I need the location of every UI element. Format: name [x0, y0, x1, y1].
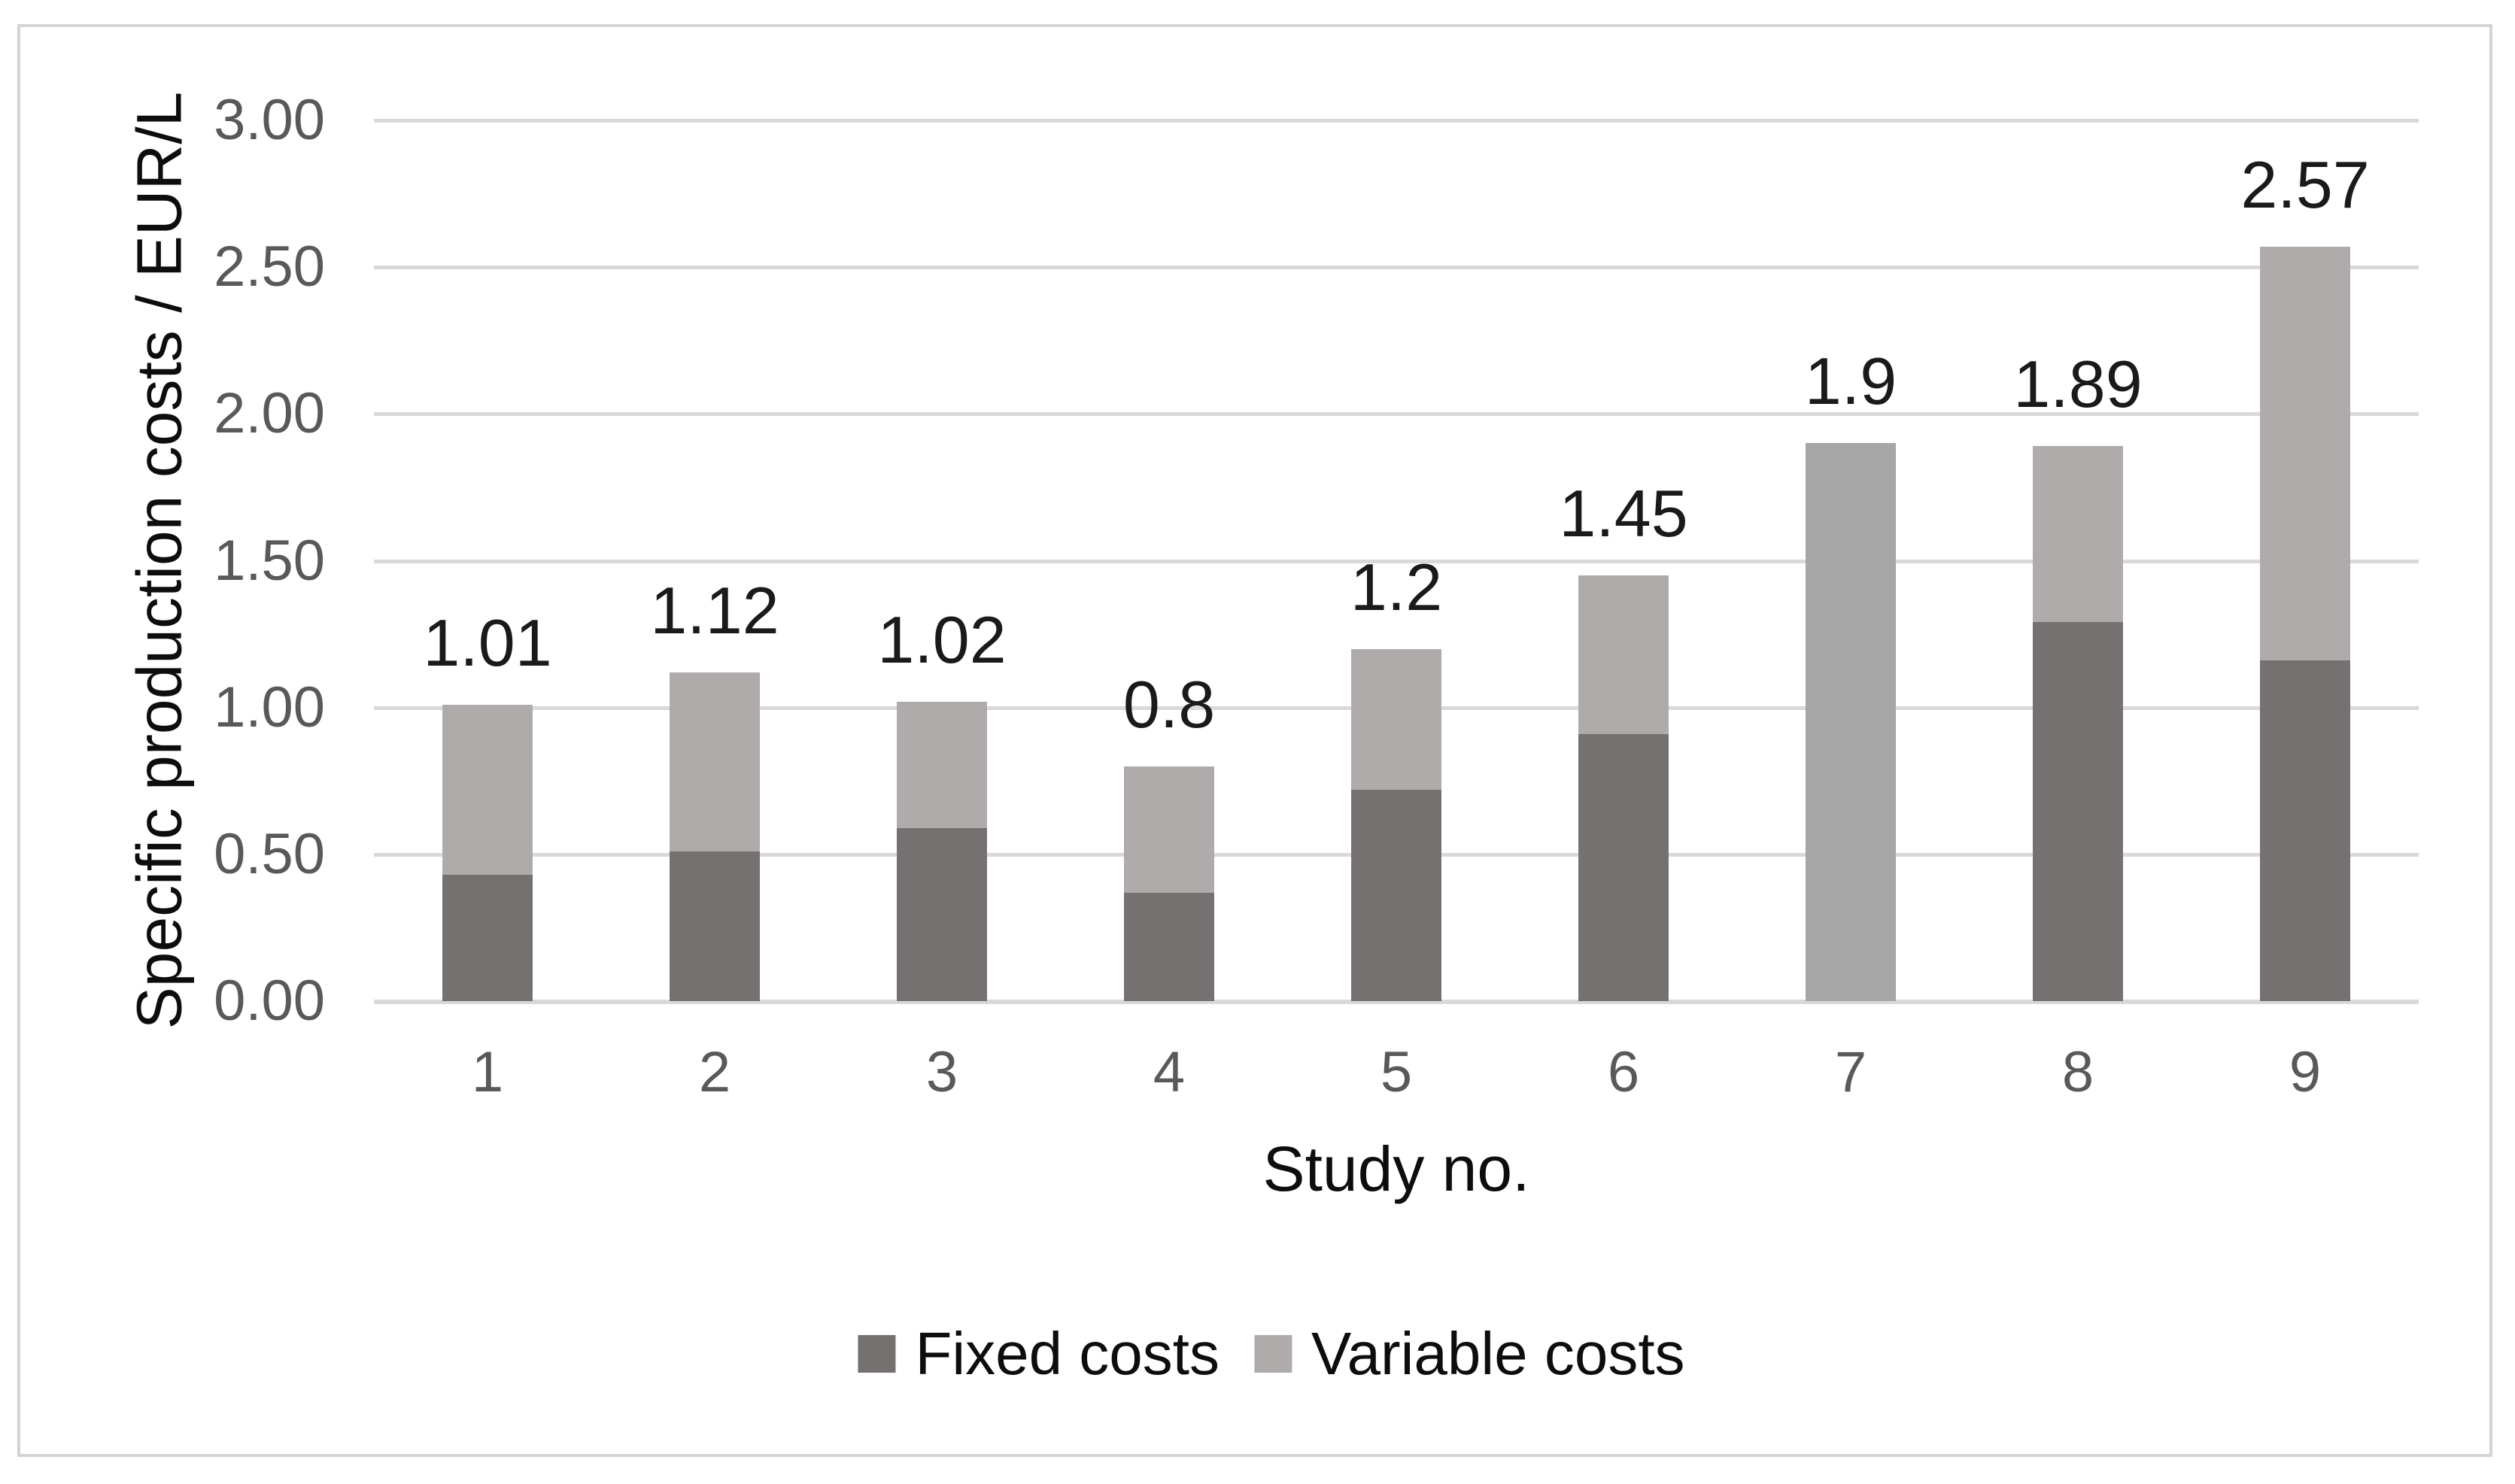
- plot-area: [374, 119, 2419, 1004]
- total-label-study-1: 1.01: [423, 605, 552, 680]
- y-tick-label-3.00: 3.00: [214, 88, 325, 152]
- bar-study-6: [1578, 575, 1669, 1001]
- bar-study-7: [1806, 443, 1896, 1001]
- x-tick-label-6: 6: [1607, 1040, 1640, 1104]
- bar-study-1: [442, 705, 533, 1001]
- x-tick-label-2: 2: [698, 1040, 731, 1104]
- bar-3-variable-costs-segment: [897, 702, 987, 828]
- y-tick-label-1.00: 1.00: [214, 675, 325, 739]
- bar-8-fixed-costs-segment: [2033, 622, 2123, 1001]
- x-tick-label-3: 3: [925, 1040, 958, 1104]
- bar-study-2: [670, 672, 760, 1001]
- fixed-costs-swatch-icon: [858, 1335, 896, 1373]
- bar-9-variable-costs-segment: [2260, 247, 2350, 660]
- bar-1-variable-costs-segment: [442, 705, 533, 875]
- y-tick-label-0.00: 0.00: [214, 969, 325, 1033]
- bar-2-fixed-costs-segment: [670, 851, 760, 1001]
- legend-label-variable-costs: Variable costs: [1311, 1320, 1685, 1387]
- bar-7-variable-costs-segment: [1806, 443, 1896, 1001]
- bar-study-9: [2260, 247, 2350, 1001]
- y-tick-label-1.50: 1.50: [214, 528, 325, 593]
- legend-entry-variable-costs: Variable costs: [1254, 1319, 1685, 1388]
- bar-1-fixed-costs-segment: [442, 875, 533, 1001]
- x-tick-label-8: 8: [2061, 1040, 2094, 1104]
- legend-entry-fixed-costs: Fixed costs: [858, 1319, 1220, 1388]
- total-label-study-6: 1.45: [1559, 476, 1688, 551]
- total-label-study-5: 1.2: [1350, 550, 1443, 624]
- legend-label-fixed-costs: Fixed costs: [915, 1320, 1220, 1387]
- bar-4-fixed-costs-segment: [1124, 893, 1214, 1001]
- bar-3-fixed-costs-segment: [897, 828, 987, 1001]
- gridline-2.00: [374, 412, 2419, 417]
- bar-9-fixed-costs-segment: [2260, 660, 2350, 1001]
- total-label-study-9: 2.57: [2240, 147, 2370, 222]
- bar-2-variable-costs-segment: [670, 672, 760, 851]
- y-tick-label-2.50: 2.50: [214, 235, 325, 299]
- bar-4-variable-costs-segment: [1124, 766, 1214, 893]
- gridline-0.00: [374, 1000, 2419, 1004]
- x-tick-label-7: 7: [1834, 1040, 1867, 1104]
- gridline-1.50: [374, 559, 2419, 563]
- x-tick-label-4: 4: [1153, 1040, 1186, 1104]
- total-label-study-3: 1.02: [877, 602, 1007, 677]
- x-tick-label-1: 1: [471, 1040, 504, 1104]
- bar-8-variable-costs-segment: [2033, 446, 2123, 622]
- total-label-study-4: 0.8: [1122, 667, 1216, 742]
- gridline-2.50: [374, 266, 2419, 270]
- total-label-study-8: 1.89: [2013, 347, 2143, 421]
- bar-study-8: [2033, 446, 2123, 1001]
- total-label-study-2: 1.12: [650, 573, 779, 648]
- y-tick-label-0.50: 0.50: [214, 821, 325, 886]
- y-tick-label-2.00: 2.00: [214, 381, 325, 446]
- bar-5-variable-costs-segment: [1351, 649, 1441, 790]
- total-label-study-7: 1.9: [1804, 344, 1897, 418]
- legend: Fixed costs Variable costs: [858, 1319, 1685, 1388]
- gridline-3.00: [374, 119, 2419, 123]
- variable-costs-swatch-icon: [1254, 1335, 1292, 1373]
- bar-6-fixed-costs-segment: [1578, 734, 1669, 1001]
- y-axis-title: Specific production costs / EUR/L: [123, 91, 195, 1030]
- bar-6-variable-costs-segment: [1578, 575, 1669, 734]
- bar-study-4: [1124, 766, 1214, 1001]
- x-axis-title: Study no.: [1262, 1133, 1530, 1204]
- x-tick-label-5: 5: [1380, 1040, 1413, 1104]
- bar-study-3: [897, 702, 987, 1001]
- bar-study-5: [1351, 649, 1441, 1001]
- bar-5-fixed-costs-segment: [1351, 790, 1441, 1001]
- x-tick-label-9: 9: [2289, 1040, 2322, 1104]
